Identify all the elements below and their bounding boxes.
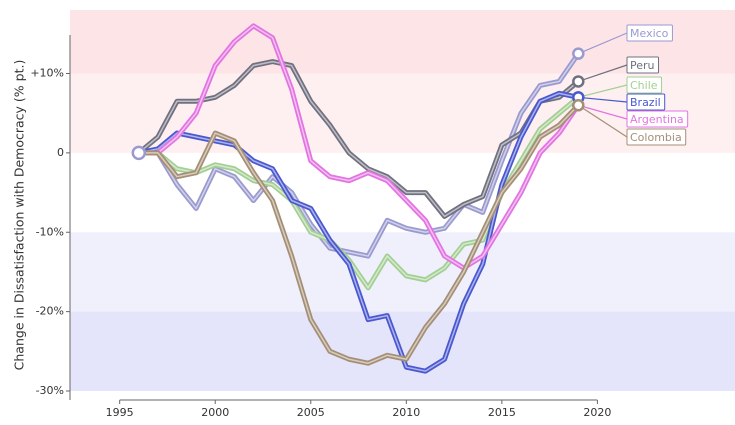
- end-marker: [572, 75, 585, 88]
- y-tick-label: +10%: [30, 67, 64, 80]
- end-marker: [572, 47, 585, 60]
- y-tick-label: 0: [57, 146, 64, 159]
- background-band: [70, 10, 735, 74]
- label-connector: [578, 104, 628, 120]
- x-tick-label: 2005: [297, 406, 325, 419]
- y-tick-label: -10%: [36, 225, 64, 238]
- legend-box: [626, 76, 663, 94]
- legend-label: Brazil: [630, 96, 661, 109]
- label-connector: [577, 104, 628, 138]
- legend-box: [626, 56, 660, 74]
- x-tick-label: 2020: [583, 406, 611, 419]
- legend-label: Mexico: [630, 27, 669, 40]
- series-line-highlight: [138, 104, 579, 364]
- series-line-highlight: [138, 60, 579, 218]
- x-tick-label: 2000: [201, 406, 229, 419]
- series-line-highlight: [138, 25, 579, 269]
- label-connector: [578, 96, 628, 103]
- label-connector: [578, 64, 628, 83]
- legend-box: [626, 110, 689, 128]
- legend-label: Chile: [630, 79, 658, 92]
- x-tick-label: 1995: [106, 406, 134, 419]
- legend-label: Argentina: [630, 113, 684, 126]
- y-axis-label: Change in Dissatisfaction with Democracy…: [12, 60, 27, 371]
- series-line-highlight: [138, 53, 579, 257]
- y-tick-label: -30%: [36, 384, 64, 397]
- label-connector: [578, 84, 628, 98]
- legend-box: [626, 128, 687, 146]
- legend-label: Peru: [630, 59, 655, 72]
- legend-box: [626, 24, 673, 42]
- label-connector: [578, 32, 628, 55]
- x-tick-label: 2010: [392, 406, 420, 419]
- legend-box: [626, 93, 666, 111]
- start-marker: [131, 145, 147, 161]
- y-tick-label: -20%: [36, 305, 64, 318]
- background-band: [70, 73, 735, 153]
- legend-label: Colombia: [630, 131, 682, 144]
- x-tick-label: 2015: [488, 406, 516, 419]
- end-marker: [572, 99, 585, 112]
